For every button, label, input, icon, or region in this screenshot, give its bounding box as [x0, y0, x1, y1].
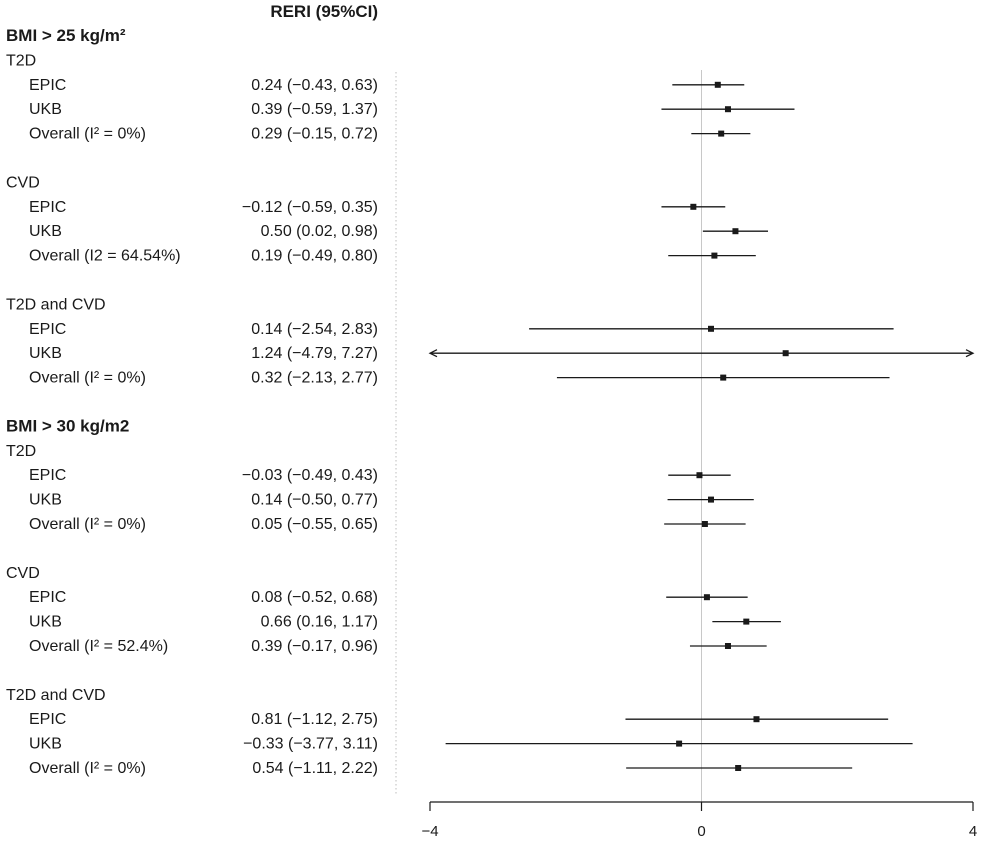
- ci-text: 0.39 (−0.17, 0.96): [251, 638, 378, 655]
- ci-text: 0.81 (−1.12, 2.75): [251, 711, 378, 728]
- ci-text: 0.39 (−0.59, 1.37): [251, 101, 378, 118]
- study-label: UKB: [29, 614, 62, 631]
- study-label: Overall (I² = 0%): [29, 516, 146, 533]
- point-estimate: [676, 740, 683, 747]
- ci-text: 0.14 (−0.50, 0.77): [251, 492, 378, 509]
- section-header: BMI > 30 kg/m2: [6, 416, 129, 435]
- ci-text: −0.12 (−0.59, 0.35): [242, 199, 378, 216]
- section-header: BMI > 25 kg/m²: [6, 26, 126, 45]
- study-label: Overall (I² = 0%): [29, 760, 146, 777]
- point-estimate: [753, 716, 760, 723]
- group-label: CVD: [6, 565, 40, 582]
- point-estimate: [701, 521, 708, 527]
- ci-arrow-right: [965, 349, 975, 358]
- point-estimate: [782, 350, 789, 357]
- study-label: EPIC: [29, 77, 66, 94]
- study-label: EPIC: [29, 589, 66, 606]
- point-estimate: [743, 618, 750, 625]
- study-label: EPIC: [29, 199, 66, 216]
- x-tick-label: −4: [421, 823, 438, 840]
- study-label: EPIC: [29, 711, 66, 728]
- study-label: UKB: [29, 345, 62, 362]
- ci-text: 1.24 (−4.79, 7.27): [251, 345, 378, 362]
- ci-text: 0.19 (−0.49, 0.80): [251, 248, 378, 265]
- point-estimate: [711, 252, 718, 259]
- ci-text: 0.66 (0.16, 1.17): [261, 614, 378, 631]
- point-estimate: [724, 643, 731, 649]
- group-label: CVD: [6, 174, 40, 191]
- point-estimate: [690, 203, 697, 210]
- study-label: EPIC: [29, 467, 66, 484]
- ci-text: 0.29 (−0.15, 0.72): [251, 126, 378, 143]
- plot-marks: [395, 70, 975, 802]
- ci-text: 0.50 (0.02, 0.98): [261, 223, 378, 240]
- study-label: UKB: [29, 736, 62, 753]
- x-tick-label: 4: [969, 823, 977, 840]
- study-label: EPIC: [29, 321, 66, 338]
- point-estimate: [732, 228, 739, 235]
- group-label: T2D and CVD: [6, 296, 106, 313]
- point-estimate: [735, 765, 742, 771]
- point-estimate: [708, 496, 715, 503]
- study-label: Overall (I2 = 64.54%): [29, 248, 181, 265]
- study-label: UKB: [29, 492, 62, 509]
- study-label: Overall (I² = 0%): [29, 370, 146, 387]
- ci-arrow-left: [428, 349, 438, 358]
- ci-text: 0.24 (−0.43, 0.63): [251, 77, 378, 94]
- study-label: Overall (I² = 0%): [29, 126, 146, 143]
- ci-text: 0.14 (−2.54, 2.83): [251, 321, 378, 338]
- ci-text: 0.32 (−2.13, 2.77): [251, 370, 378, 387]
- ci-text: −0.33 (−3.77, 3.11): [243, 736, 378, 753]
- x-axis: −4 0 4: [421, 801, 977, 840]
- ci-text: −0.03 (−0.49, 0.43): [242, 467, 378, 484]
- point-estimate: [696, 472, 703, 479]
- row-labels: BMI > 25 kg/m² T2D EPIC 0.24 (−0.43, 0.63) U…: [6, 26, 378, 777]
- ci-text: 0.08 (−0.52, 0.68): [251, 589, 378, 606]
- ci-text: 0.05 (−0.55, 0.65): [251, 516, 378, 533]
- column-header: RERI (95%CI): [270, 2, 378, 21]
- ci-text: 0.54 (−1.11, 2.22): [252, 760, 378, 777]
- point-estimate: [708, 325, 715, 332]
- group-label: T2D and CVD: [6, 687, 106, 704]
- point-estimate: [718, 130, 725, 137]
- group-label: T2D: [6, 443, 36, 460]
- point-estimate: [724, 106, 731, 113]
- study-label: Overall (I² = 52.4%): [29, 638, 168, 655]
- study-label: UKB: [29, 101, 62, 118]
- group-label: T2D: [6, 52, 36, 69]
- point-estimate: [703, 594, 710, 601]
- x-tick-label: 0: [697, 823, 705, 840]
- point-estimate: [720, 374, 727, 381]
- study-label: UKB: [29, 223, 62, 240]
- point-estimate: [714, 81, 721, 88]
